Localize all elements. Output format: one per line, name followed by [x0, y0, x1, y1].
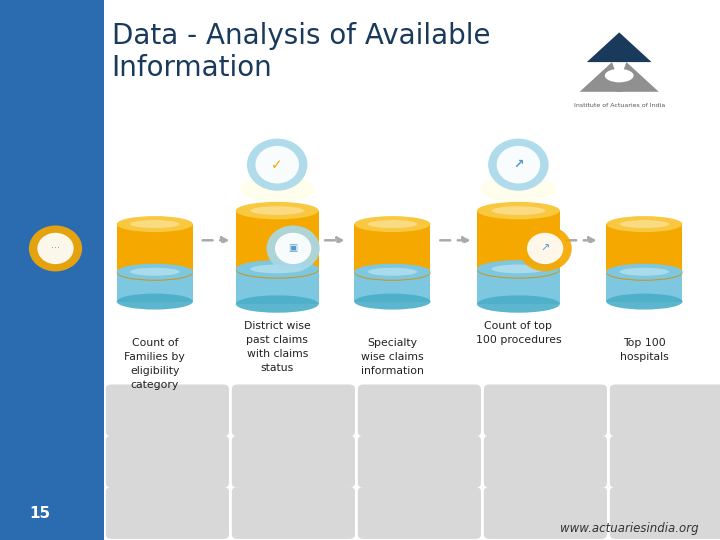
Ellipse shape [130, 268, 179, 276]
FancyBboxPatch shape [610, 487, 720, 539]
FancyBboxPatch shape [606, 272, 683, 301]
Ellipse shape [606, 294, 683, 309]
Text: www.actuariesindia.org: www.actuariesindia.org [559, 522, 698, 535]
FancyBboxPatch shape [477, 269, 560, 304]
FancyBboxPatch shape [354, 224, 431, 273]
Ellipse shape [518, 226, 572, 272]
FancyBboxPatch shape [606, 224, 683, 273]
Text: ▣: ▣ [289, 244, 298, 253]
Ellipse shape [606, 264, 683, 280]
Ellipse shape [235, 202, 318, 219]
FancyBboxPatch shape [0, 0, 104, 540]
FancyBboxPatch shape [106, 384, 229, 436]
Ellipse shape [130, 220, 179, 228]
Text: District wise
past claims
with claims
status: District wise past claims with claims st… [244, 321, 310, 373]
Ellipse shape [481, 176, 556, 202]
Ellipse shape [606, 265, 683, 281]
Polygon shape [580, 62, 623, 92]
FancyBboxPatch shape [610, 384, 720, 436]
Ellipse shape [488, 139, 549, 191]
Ellipse shape [235, 295, 318, 313]
Ellipse shape [606, 216, 683, 232]
Ellipse shape [240, 176, 315, 202]
FancyBboxPatch shape [477, 211, 560, 270]
Ellipse shape [477, 260, 560, 278]
FancyBboxPatch shape [236, 269, 319, 304]
Ellipse shape [235, 260, 318, 278]
Text: Data - Analysis of Available
Information: Data - Analysis of Available Information [112, 22, 490, 82]
Ellipse shape [492, 206, 545, 215]
Ellipse shape [251, 206, 304, 215]
FancyBboxPatch shape [117, 272, 193, 301]
Ellipse shape [117, 265, 193, 281]
Ellipse shape [256, 146, 299, 184]
Text: Top 100
hospitals: Top 100 hospitals [620, 338, 669, 361]
Ellipse shape [477, 202, 560, 219]
FancyBboxPatch shape [232, 384, 355, 436]
FancyBboxPatch shape [117, 224, 193, 273]
Ellipse shape [354, 216, 431, 232]
Ellipse shape [492, 265, 545, 273]
Ellipse shape [266, 226, 320, 272]
Ellipse shape [368, 220, 417, 228]
Ellipse shape [235, 261, 318, 279]
Polygon shape [587, 32, 652, 62]
Ellipse shape [29, 226, 82, 272]
FancyBboxPatch shape [232, 436, 355, 488]
Text: ✓: ✓ [271, 158, 283, 172]
Ellipse shape [37, 233, 73, 264]
Polygon shape [616, 62, 659, 92]
Ellipse shape [117, 294, 193, 309]
Text: ···: ··· [51, 244, 60, 253]
Text: 15: 15 [29, 506, 50, 521]
Text: Count of
Families by
eligibility
category: Count of Families by eligibility categor… [125, 338, 185, 389]
Ellipse shape [477, 261, 560, 279]
Ellipse shape [251, 265, 304, 273]
Ellipse shape [368, 268, 417, 276]
Ellipse shape [497, 146, 540, 184]
Ellipse shape [354, 294, 431, 309]
Text: Specialty
wise claims
information: Specialty wise claims information [361, 338, 424, 375]
FancyBboxPatch shape [358, 384, 481, 436]
Ellipse shape [275, 233, 311, 264]
Ellipse shape [477, 295, 560, 313]
FancyBboxPatch shape [106, 436, 229, 488]
Text: Institute of Actuaries of India: Institute of Actuaries of India [574, 103, 665, 107]
Text: Count of top
100 procedures: Count of top 100 procedures [476, 321, 561, 345]
Ellipse shape [354, 265, 431, 281]
Ellipse shape [527, 233, 563, 264]
FancyBboxPatch shape [236, 211, 319, 270]
Ellipse shape [620, 268, 669, 276]
FancyBboxPatch shape [106, 487, 229, 539]
Text: ↗: ↗ [541, 244, 550, 253]
Ellipse shape [620, 220, 669, 228]
Text: ↗: ↗ [513, 158, 523, 171]
FancyBboxPatch shape [232, 487, 355, 539]
FancyBboxPatch shape [610, 436, 720, 488]
FancyBboxPatch shape [354, 272, 431, 301]
FancyBboxPatch shape [484, 487, 607, 539]
FancyBboxPatch shape [484, 384, 607, 436]
Ellipse shape [117, 264, 193, 280]
Ellipse shape [354, 264, 431, 280]
Ellipse shape [247, 139, 307, 191]
FancyBboxPatch shape [358, 436, 481, 488]
Ellipse shape [605, 69, 634, 82]
FancyBboxPatch shape [484, 436, 607, 488]
FancyBboxPatch shape [358, 487, 481, 539]
Ellipse shape [117, 216, 193, 232]
